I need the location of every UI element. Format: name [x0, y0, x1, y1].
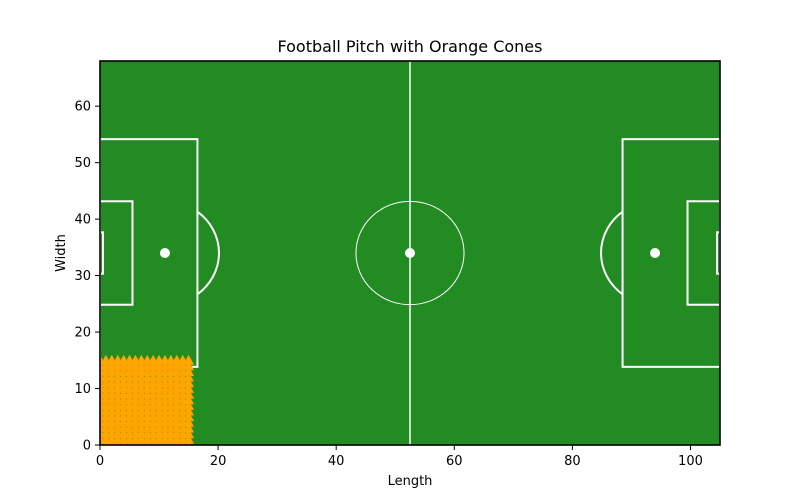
centre-spot	[405, 248, 415, 258]
plot-area	[95, 61, 723, 449]
y-tick-label: 50	[74, 156, 91, 171]
x-tick-label: 20	[210, 454, 227, 469]
x-tick-label: 40	[328, 454, 345, 469]
x-tick-label: 60	[446, 454, 463, 469]
y-tick-label: 40	[74, 213, 91, 228]
y-axis-label: Width	[54, 234, 69, 272]
x-tick-label: 0	[96, 454, 104, 469]
y-axis: 0 10 20 30 40 50 60	[74, 100, 100, 454]
y-tick-label: 20	[74, 326, 91, 341]
penalty-spot-right	[650, 248, 660, 258]
y-tick-label: 60	[74, 100, 91, 115]
y-tick-label: 30	[74, 269, 91, 284]
y-tick-label: 10	[74, 382, 91, 397]
chart-title: Football Pitch with Orange Cones	[278, 37, 543, 56]
cone-markers	[95, 355, 195, 450]
x-tick-label: 80	[564, 454, 581, 469]
x-tick-label: 100	[678, 454, 703, 469]
x-axis-label: Length	[388, 474, 433, 489]
x-axis: 0 20 40 60 80 100	[96, 445, 703, 469]
penalty-spot-left	[160, 248, 170, 258]
y-tick-label: 0	[83, 439, 91, 454]
